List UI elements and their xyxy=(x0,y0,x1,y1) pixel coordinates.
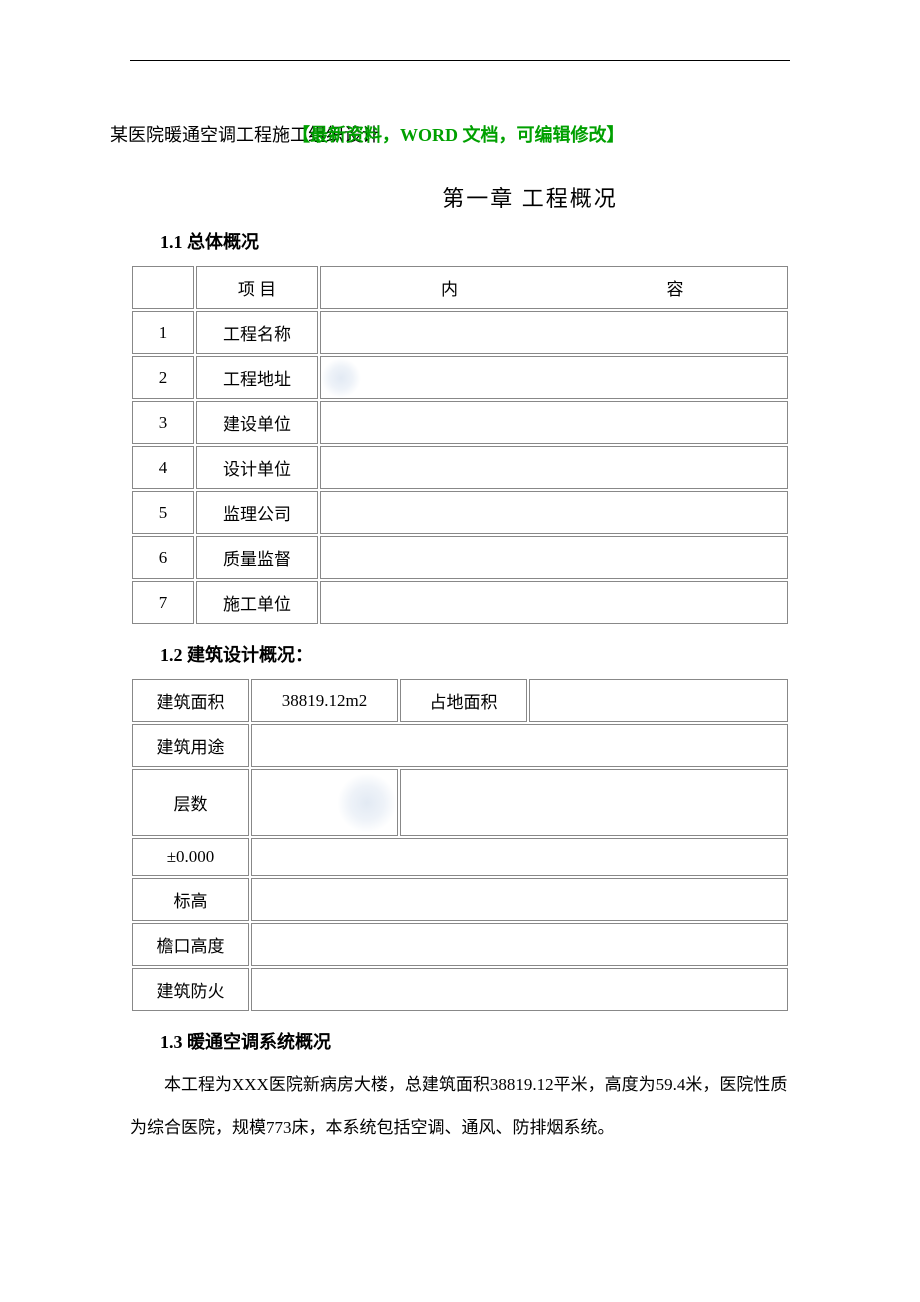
cell-label: 标高 xyxy=(132,878,249,921)
table-row: 建筑用途 xyxy=(132,724,788,767)
row-num: 3 xyxy=(132,401,194,444)
body-paragraph: 本工程为XXX医院新病房大楼，总建筑面积38819.12平米，高度为59.4米，… xyxy=(130,1064,790,1149)
chapter-title: 第一章 工程概况 xyxy=(130,181,790,213)
content-label-left: 内 xyxy=(441,280,458,299)
cell-label: 建筑防火 xyxy=(132,968,249,1011)
row-num: 6 xyxy=(132,536,194,579)
row-label: 设计单位 xyxy=(196,446,318,489)
table-row: 5 监理公司 xyxy=(132,491,788,534)
table-row: 标高 xyxy=(132,878,788,921)
table-row: 7 施工单位 xyxy=(132,581,788,624)
header-rule xyxy=(130,60,790,61)
table-row: 6 质量监督 xyxy=(132,536,788,579)
section-1-2-title: 1.2 建筑设计概况： xyxy=(130,641,790,667)
cell-value xyxy=(251,769,398,836)
watermark-text: 【最新资料，WORD 文档，可编辑修改】 xyxy=(292,121,625,147)
cell-value xyxy=(529,679,788,722)
row-label: 监理公司 xyxy=(196,491,318,534)
table-row: 层数 xyxy=(132,769,788,836)
overview-table: 项 目 内 容 1 工程名称 2 工程地址 3 建设单位 4 设计单位 xyxy=(130,264,790,626)
cell-value xyxy=(251,878,788,921)
row-content xyxy=(320,446,788,489)
row-label: 工程地址 xyxy=(196,356,318,399)
table-row: 4 设计单位 xyxy=(132,446,788,489)
table-row: 建筑防火 xyxy=(132,968,788,1011)
row-num: 4 xyxy=(132,446,194,489)
cell-label: ±0.000 xyxy=(132,838,249,876)
table-row: 1 工程名称 xyxy=(132,311,788,354)
row-content xyxy=(320,536,788,579)
row-content xyxy=(320,491,788,534)
watermark-icon xyxy=(313,349,370,406)
row-num: 1 xyxy=(132,311,194,354)
table-header-row: 项 目 内 容 xyxy=(132,266,788,309)
table-row: 檐口高度 xyxy=(132,923,788,966)
header-cell-content: 内 容 xyxy=(320,266,788,309)
header-line: 某医院暖通空调工程施工组织设计 【最新资料，WORD 文档，可编辑修改】 xyxy=(130,121,790,151)
cell-label: 建筑面积 xyxy=(132,679,249,722)
row-label: 建设单位 xyxy=(196,401,318,444)
table-row: 建筑面积 38819.12m2 占地面积 xyxy=(132,679,788,722)
table-row: 3 建设单位 xyxy=(132,401,788,444)
row-num: 2 xyxy=(132,356,194,399)
row-content xyxy=(320,581,788,624)
cell-label: 层数 xyxy=(132,769,249,836)
cell-value xyxy=(400,769,788,836)
row-label: 质量监督 xyxy=(196,536,318,579)
header-cell-item: 项 目 xyxy=(196,266,318,309)
cell-value: 38819.12m2 xyxy=(251,679,398,722)
document-page: 某医院暖通空调工程施工组织设计 【最新资料，WORD 文档，可编辑修改】 第一章… xyxy=(0,0,920,1219)
row-content xyxy=(320,356,788,399)
cell-label: 檐口高度 xyxy=(132,923,249,966)
row-label: 工程名称 xyxy=(196,311,318,354)
cell-value xyxy=(251,923,788,966)
content-label-right: 容 xyxy=(667,280,684,299)
design-table: 建筑面积 38819.12m2 占地面积 建筑用途 层数 ±0.000 标高 檐… xyxy=(130,677,790,1013)
header-cell-num xyxy=(132,266,194,309)
row-content xyxy=(320,401,788,444)
watermark-icon xyxy=(325,760,410,845)
row-num: 7 xyxy=(132,581,194,624)
section-1-1-title: 1.1 总体概况 xyxy=(130,228,790,254)
cell-value xyxy=(251,968,788,1011)
cell-value xyxy=(251,724,788,767)
section-1-3-title: 1.3 暖通空调系统概况 xyxy=(130,1028,790,1054)
row-label: 施工单位 xyxy=(196,581,318,624)
row-num: 5 xyxy=(132,491,194,534)
cell-label: 占地面积 xyxy=(400,679,527,722)
table-row: ±0.000 xyxy=(132,838,788,876)
cell-label: 建筑用途 xyxy=(132,724,249,767)
row-content xyxy=(320,311,788,354)
table-row: 2 工程地址 xyxy=(132,356,788,399)
cell-value xyxy=(251,838,788,876)
